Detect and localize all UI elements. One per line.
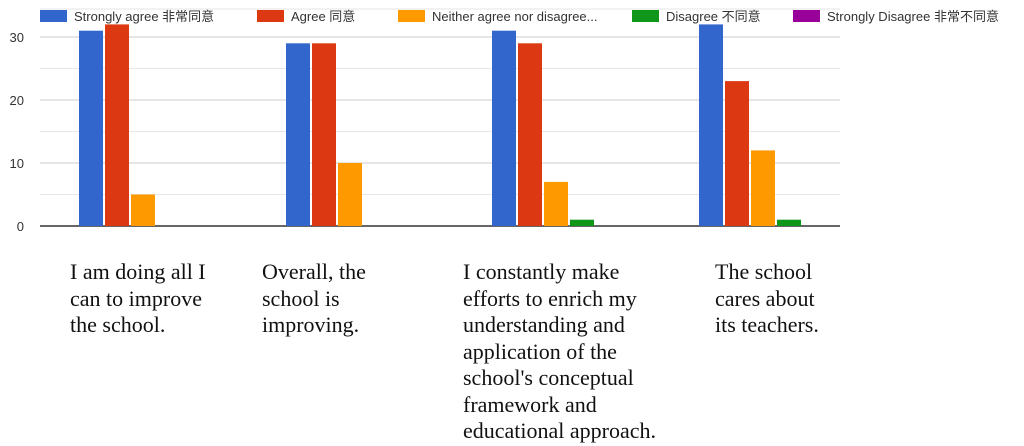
- y-tick-label-20: 20: [10, 93, 24, 108]
- legend-label-2: Agree 同意: [291, 9, 355, 24]
- bar-1-series-2: [105, 24, 129, 227]
- legend-label-3: Neither agree nor disagree...: [432, 9, 597, 24]
- bar-1-series-1: [79, 30, 103, 227]
- legend-label-4: Disagree 不同意: [666, 9, 761, 24]
- bar-2-series-2: [312, 43, 336, 226]
- legend-swatch-4: [632, 10, 659, 22]
- y-tick-label-0: 0: [17, 219, 24, 234]
- bar-3-series-3: [544, 181, 568, 226]
- bar-2-series-1: [286, 43, 310, 226]
- legend-label-5: Strongly Disagree 非常不同意: [827, 9, 999, 24]
- bars: [79, 24, 801, 227]
- legend: Strongly agree 非常同意 Agree 同意 Neither agree…: [40, 9, 999, 24]
- legend-label-1: Strongly agree 非常同意: [74, 9, 214, 24]
- y-tick-label-10: 10: [10, 156, 24, 171]
- legend-swatch-3: [398, 10, 425, 22]
- bar-1-series-3: [131, 194, 155, 226]
- bar-4-series-3: [751, 150, 775, 226]
- bar-3-series-2: [518, 43, 542, 226]
- legend-swatch-2: [257, 10, 284, 22]
- bar-4-series-2: [725, 81, 749, 226]
- bar-2-series-3: [338, 163, 362, 226]
- category-label-3: I constantly make efforts to enrich my u…: [463, 259, 657, 443]
- category-label-4: The school cares about its teachers.: [715, 259, 819, 337]
- bar-3-series-4: [570, 219, 594, 226]
- category-label-2: Overall, the school is improving.: [262, 259, 366, 337]
- bar-4-series-1: [699, 24, 723, 227]
- bar-3-series-1: [492, 30, 516, 227]
- legend-swatch-5: [793, 10, 820, 22]
- y-tick-label-30: 30: [10, 30, 24, 45]
- legend-swatch-1: [40, 10, 67, 22]
- bar-4-series-4: [777, 219, 801, 226]
- category-label-1: I am doing all I can to improve the scho…: [70, 259, 206, 337]
